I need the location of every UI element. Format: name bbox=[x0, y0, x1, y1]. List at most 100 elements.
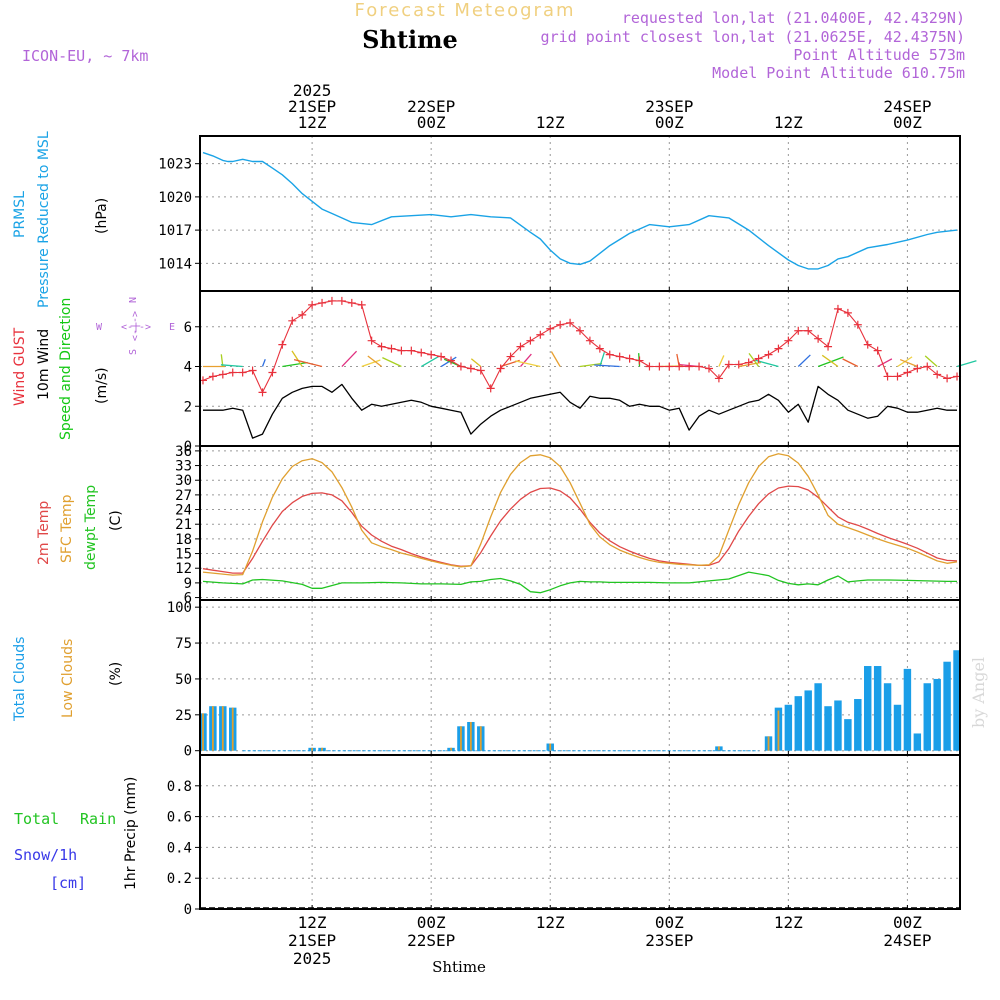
gust-marker bbox=[784, 336, 793, 345]
gust-marker bbox=[526, 336, 535, 345]
time-label-top: 23SEP bbox=[645, 97, 693, 116]
temp-side-labels: 2m Temp SFC Temp dewpt Temp (C) bbox=[36, 485, 124, 570]
gust-marker bbox=[546, 324, 555, 333]
low-cloud-bar bbox=[450, 747, 452, 751]
gust-marker bbox=[734, 360, 743, 369]
y-tick-label: 25 bbox=[175, 708, 192, 724]
wind-direction-arrow bbox=[361, 359, 381, 368]
gust-marker bbox=[218, 370, 227, 379]
gust-marker bbox=[913, 364, 922, 373]
y-tick-label: 24 bbox=[175, 503, 192, 519]
total-cloud-bar bbox=[794, 696, 802, 751]
gust-marker bbox=[595, 344, 604, 353]
low-cloud-bar bbox=[202, 713, 204, 751]
footer-place: Shtime bbox=[432, 958, 486, 976]
gust-marker bbox=[516, 342, 525, 351]
wind-direction-arrow bbox=[220, 364, 243, 368]
dewpt-label: dewpt Temp bbox=[83, 485, 99, 570]
total-cloud-bar bbox=[854, 699, 862, 751]
model-label: ICON-EU, ~ 7km bbox=[22, 47, 148, 65]
wind-direction-arrow bbox=[877, 358, 893, 368]
wind-direction-arrow bbox=[291, 350, 303, 367]
y-tick-label: 27 bbox=[175, 488, 192, 504]
gust-marker bbox=[466, 364, 475, 373]
y-tick-label: 1020 bbox=[158, 190, 192, 206]
pressure-unit-label: (hPa) bbox=[94, 198, 110, 234]
snow-label: Snow/1h bbox=[14, 846, 77, 864]
wind-direction-arrow bbox=[470, 358, 482, 368]
wind-direction-arrow bbox=[293, 358, 323, 368]
y-tick-label: 50 bbox=[175, 672, 192, 688]
y-tick-label: 0 bbox=[184, 744, 192, 760]
low-cloud-bar bbox=[718, 746, 720, 751]
low-cloud-bar bbox=[231, 707, 234, 751]
total-cloud-bar bbox=[814, 683, 822, 751]
t2m-line bbox=[202, 485, 958, 574]
time-label-top: 21SEP bbox=[288, 97, 336, 116]
temp-unit-label: (C) bbox=[108, 510, 124, 531]
total-cloud-bar bbox=[893, 704, 902, 751]
total-cloud-bar bbox=[824, 706, 832, 751]
wind-direction-arrow bbox=[899, 358, 918, 368]
low-cloud-bar bbox=[479, 726, 482, 751]
gust-marker bbox=[318, 298, 327, 307]
time-label-top: 12Z bbox=[536, 113, 565, 132]
place-title: Shtime bbox=[362, 25, 458, 54]
gust-marker bbox=[208, 372, 217, 381]
y-tick-label: 0.8 bbox=[167, 779, 192, 795]
gust-marker bbox=[486, 384, 495, 393]
watermark: by Angel bbox=[969, 657, 988, 728]
wind10m-label: 10m Wind bbox=[36, 329, 52, 400]
snow-unit-label: [cm] bbox=[50, 874, 86, 892]
gust-marker bbox=[943, 374, 952, 383]
gust-marker bbox=[883, 372, 892, 381]
time-label-bottom: 12Z bbox=[536, 913, 565, 932]
gust-marker bbox=[536, 330, 545, 339]
y-tick-label: 15 bbox=[175, 547, 192, 563]
total-cloud-bar bbox=[903, 668, 912, 751]
gust-marker bbox=[704, 364, 713, 373]
y-tick-label: 0.2 bbox=[167, 871, 192, 887]
gust-marker bbox=[238, 368, 247, 377]
time-label-bottom: 12Z bbox=[298, 913, 327, 932]
y-tick-label: 1023 bbox=[158, 157, 192, 173]
wind-direction-arrow bbox=[515, 360, 541, 368]
wind-direction-arrow bbox=[519, 353, 532, 367]
y-tick-label: 0.4 bbox=[167, 840, 192, 856]
time-label-top: 00Z bbox=[655, 113, 684, 132]
gust-marker bbox=[814, 334, 823, 343]
gust-marker bbox=[804, 326, 813, 335]
total-cloud-bar bbox=[804, 690, 812, 751]
total-cloud-bar bbox=[923, 683, 931, 751]
gust-marker bbox=[506, 352, 515, 361]
wind-direction-arrow bbox=[550, 351, 561, 367]
wind-panel bbox=[198, 296, 977, 439]
gust-marker bbox=[724, 360, 733, 369]
y-tick-label: 36 bbox=[175, 444, 192, 460]
gust-marker bbox=[248, 366, 257, 375]
faint-title: Forecast Meteogram bbox=[354, 0, 575, 21]
low-cloud-bar bbox=[460, 726, 462, 751]
gust-marker bbox=[903, 368, 912, 377]
total-cloud-bar bbox=[943, 661, 951, 751]
y-tick-label: 75 bbox=[175, 636, 192, 652]
wind-direction-arrow bbox=[594, 364, 620, 368]
gust-marker bbox=[347, 298, 356, 307]
low-cloud-bar bbox=[321, 747, 323, 751]
time-label-bottom: 00Z bbox=[893, 913, 922, 932]
time-label-top: 2025 bbox=[293, 81, 332, 100]
total-cloud-bar bbox=[864, 666, 872, 751]
gust-marker bbox=[407, 346, 416, 355]
gust-marker bbox=[714, 374, 723, 383]
time-label-bottom: 00Z bbox=[655, 913, 684, 932]
low-cloud-bar bbox=[767, 736, 770, 751]
prmsl-desc-label: Pressure Reduced to MSL bbox=[36, 131, 52, 308]
low-clouds-label: Low Clouds bbox=[60, 639, 76, 718]
gust-marker bbox=[744, 358, 753, 367]
gust-marker bbox=[695, 362, 704, 371]
gust-marker bbox=[228, 368, 237, 377]
time-label-bottom: 00Z bbox=[417, 913, 446, 932]
gust-marker bbox=[298, 310, 307, 319]
grid-layer bbox=[200, 136, 960, 910]
